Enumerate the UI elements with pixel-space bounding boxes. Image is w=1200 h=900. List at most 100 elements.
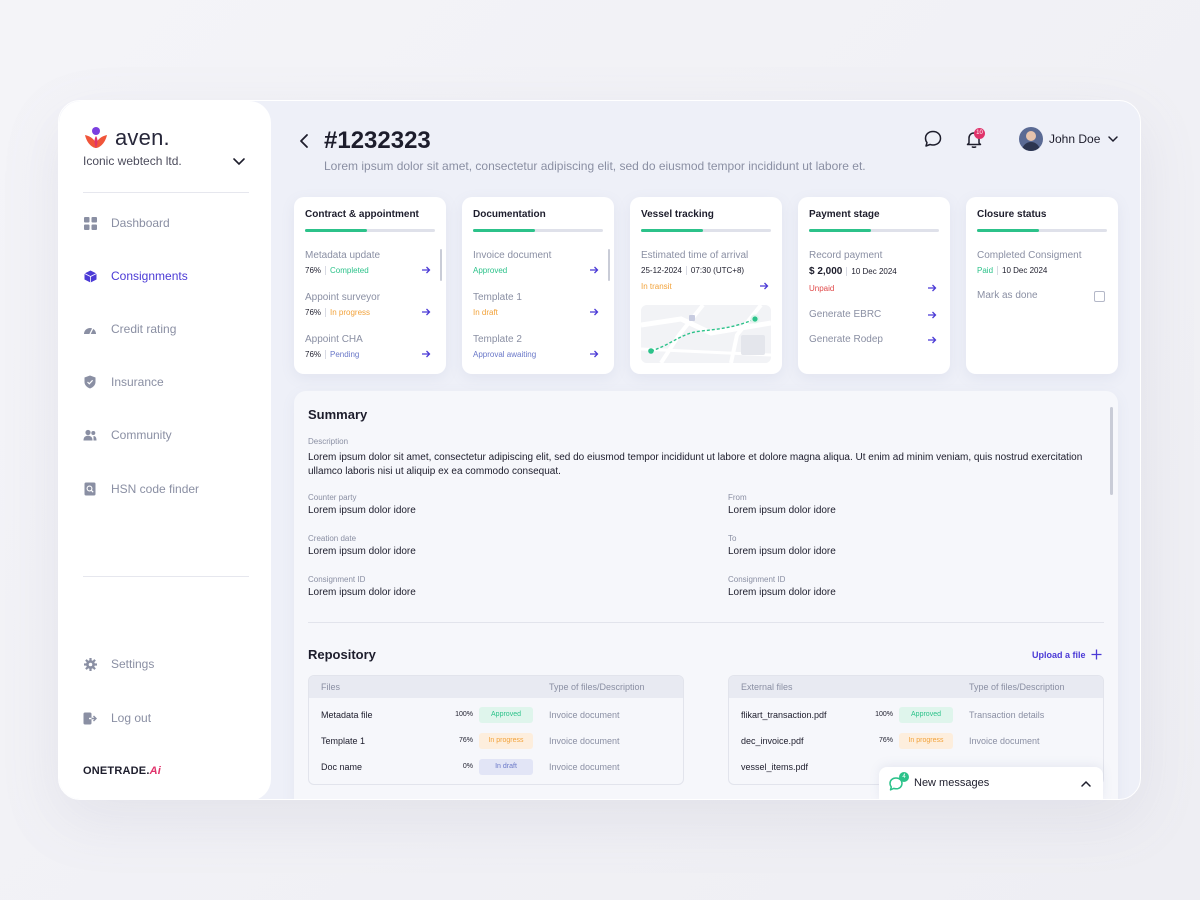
route-map-graphic xyxy=(641,305,771,363)
table-row[interactable]: dec_invoice.pdf 76% In progress Invoice … xyxy=(729,732,1103,752)
sidebar: aven. Iconic webtech ltd. Dashboard Cons… xyxy=(59,101,271,799)
record-payment[interactable]: Record payment $ 2,000 10 Dec 2024 Unpai… xyxy=(809,250,937,293)
eta-block[interactable]: Estimated time of arrival 25-12-2024 07:… xyxy=(641,250,769,291)
card-contract-appointment: Contract & appointment Metadata update 7… xyxy=(294,197,446,374)
summary-title: Summary xyxy=(308,407,368,422)
divider xyxy=(308,622,1104,623)
table-row[interactable]: Doc name 0% In draft Invoice document xyxy=(309,758,683,778)
eta-date: 25-12-2024 xyxy=(641,266,682,275)
file-type: Transaction details xyxy=(969,710,1045,720)
status-badge: In progress xyxy=(899,733,953,749)
arrow-right-icon[interactable] xyxy=(927,283,937,293)
sidebar-item-settings[interactable]: Settings xyxy=(83,652,249,676)
scrollbar[interactable] xyxy=(608,249,610,281)
route-map[interactable] xyxy=(641,305,771,363)
stage-item[interactable]: Metadata update 76% Completed xyxy=(305,250,431,275)
description-label: Description xyxy=(308,437,349,446)
arrow-right-icon[interactable] xyxy=(589,307,599,317)
scrollbar[interactable] xyxy=(1110,407,1113,495)
file-type: Invoice document xyxy=(549,736,620,746)
arrow-right-icon[interactable] xyxy=(589,265,599,275)
page-subtitle: Lorem ipsum dolor sit amet, consectetur … xyxy=(324,159,866,173)
sidebar-item-label: Log out xyxy=(111,711,152,725)
arrow-right-icon[interactable] xyxy=(421,265,431,275)
stage-item[interactable]: Template 2 Approval awaiting xyxy=(473,334,599,359)
page-title: #1232323 xyxy=(324,127,431,154)
arrow-right-icon[interactable] xyxy=(927,335,937,345)
table-row[interactable]: Metadata file 100% Approved Invoice docu… xyxy=(309,706,683,726)
stage-item[interactable]: Template 1 In draft xyxy=(473,292,599,317)
file-name: Template 1 xyxy=(321,736,366,746)
stage-item-label: Appoint surveyor xyxy=(305,292,381,303)
mark-as-done-checkbox[interactable] xyxy=(1094,291,1105,302)
column-header: External files xyxy=(741,682,793,692)
sidebar-item-dashboard[interactable]: Dashboard xyxy=(83,211,249,235)
link-label: Generate EBRC xyxy=(809,309,882,320)
sidebar-item-credit-rating[interactable]: Credit rating xyxy=(83,317,249,341)
field-value: Lorem ipsum dolor idore xyxy=(308,505,416,516)
upload-file-button[interactable]: Upload a file xyxy=(1032,649,1102,660)
mark-as-done-label: Mark as done xyxy=(977,290,1087,301)
divider xyxy=(83,192,249,193)
closure-date: 10 Dec 2024 xyxy=(1002,266,1048,275)
stage-item[interactable]: Invoice document Approved xyxy=(473,250,599,275)
status-text: Approved xyxy=(473,266,508,275)
arrow-right-icon[interactable] xyxy=(759,281,769,291)
arrow-right-icon[interactable] xyxy=(421,307,431,317)
arrow-right-icon[interactable] xyxy=(421,349,431,359)
generate-rodep-link[interactable]: Generate Rodep xyxy=(809,334,937,345)
progress-bar xyxy=(641,229,771,232)
document-search-icon xyxy=(83,482,97,496)
file-percent: 100% xyxy=(875,711,893,718)
file-percent: 100% xyxy=(455,711,473,718)
table-row[interactable]: flikart_transaction.pdf 100% Approved Tr… xyxy=(729,706,1103,726)
generate-ebrc-link[interactable]: Generate EBRC xyxy=(809,309,937,320)
gear-icon xyxy=(83,657,97,671)
new-messages-bar[interactable]: 4 New messages xyxy=(879,767,1103,799)
chevron-down-icon[interactable] xyxy=(231,153,247,169)
field-label: Consignment ID xyxy=(728,575,786,584)
stage-item-percent: 76% xyxy=(305,266,322,275)
onetrade-logo-ai: Ai xyxy=(149,765,161,777)
table-row[interactable]: vessel_items.pdf xyxy=(729,758,1103,778)
table-header: Files Type of files/Description xyxy=(309,676,683,698)
sidebar-item-consignments[interactable]: Consignments xyxy=(83,264,249,288)
plus-icon xyxy=(1091,649,1102,660)
sidebar-item-label: Credit rating xyxy=(111,322,177,336)
file-type: Invoice document xyxy=(549,710,620,720)
status-text: Completed xyxy=(330,266,369,275)
notification-badge: 10 xyxy=(974,128,985,139)
table-row[interactable]: Template 1 76% In progress Invoice docum… xyxy=(309,732,683,752)
sidebar-item-community[interactable]: Community xyxy=(83,423,249,447)
stage-item-label: Metadata update xyxy=(305,250,381,261)
status-text: In draft xyxy=(473,308,498,317)
user-menu[interactable]: John Doe xyxy=(1019,127,1120,151)
file-percent: 0% xyxy=(462,763,473,770)
stage-item-label: Invoice document xyxy=(473,250,552,261)
sidebar-item-logout[interactable]: Log out xyxy=(83,706,249,730)
field-label: Counter party xyxy=(308,493,357,502)
stage-item[interactable]: Appoint surveyor 76% In progress xyxy=(305,292,431,317)
sidebar-item-insurance[interactable]: Insurance xyxy=(83,370,249,394)
arrow-right-icon[interactable] xyxy=(927,310,937,320)
eta-label: Estimated time of arrival xyxy=(641,250,749,261)
sidebar-item-hsn-code-finder[interactable]: HSN code finder xyxy=(83,477,249,501)
card-title: Vessel tracking xyxy=(641,209,714,220)
chat-bubble-icon[interactable] xyxy=(923,129,943,149)
table-header: External files Type of files/Description xyxy=(729,676,1103,698)
scrollbar[interactable] xyxy=(440,249,442,281)
back-arrow-icon[interactable] xyxy=(297,133,313,149)
stage-item[interactable]: Appoint CHA 76% Pending xyxy=(305,334,431,359)
progress-bar xyxy=(809,229,939,232)
brand-name: aven. xyxy=(115,125,170,150)
company-name: Iconic webtech ltd. xyxy=(83,154,182,168)
file-name: Doc name xyxy=(321,762,363,772)
chevron-up-icon[interactable] xyxy=(1079,777,1093,791)
card-payment-stage: Payment stage Record payment $ 2,000 10 … xyxy=(798,197,950,374)
files-table: Files Type of files/Description Metadata… xyxy=(308,675,684,785)
arrow-right-icon[interactable] xyxy=(589,349,599,359)
payment-amount: $ 2,000 xyxy=(809,266,843,277)
column-header: Files xyxy=(321,682,341,692)
file-name: vessel_items.pdf xyxy=(741,762,809,772)
card-documentation: Documentation Invoice document Approved … xyxy=(462,197,614,374)
